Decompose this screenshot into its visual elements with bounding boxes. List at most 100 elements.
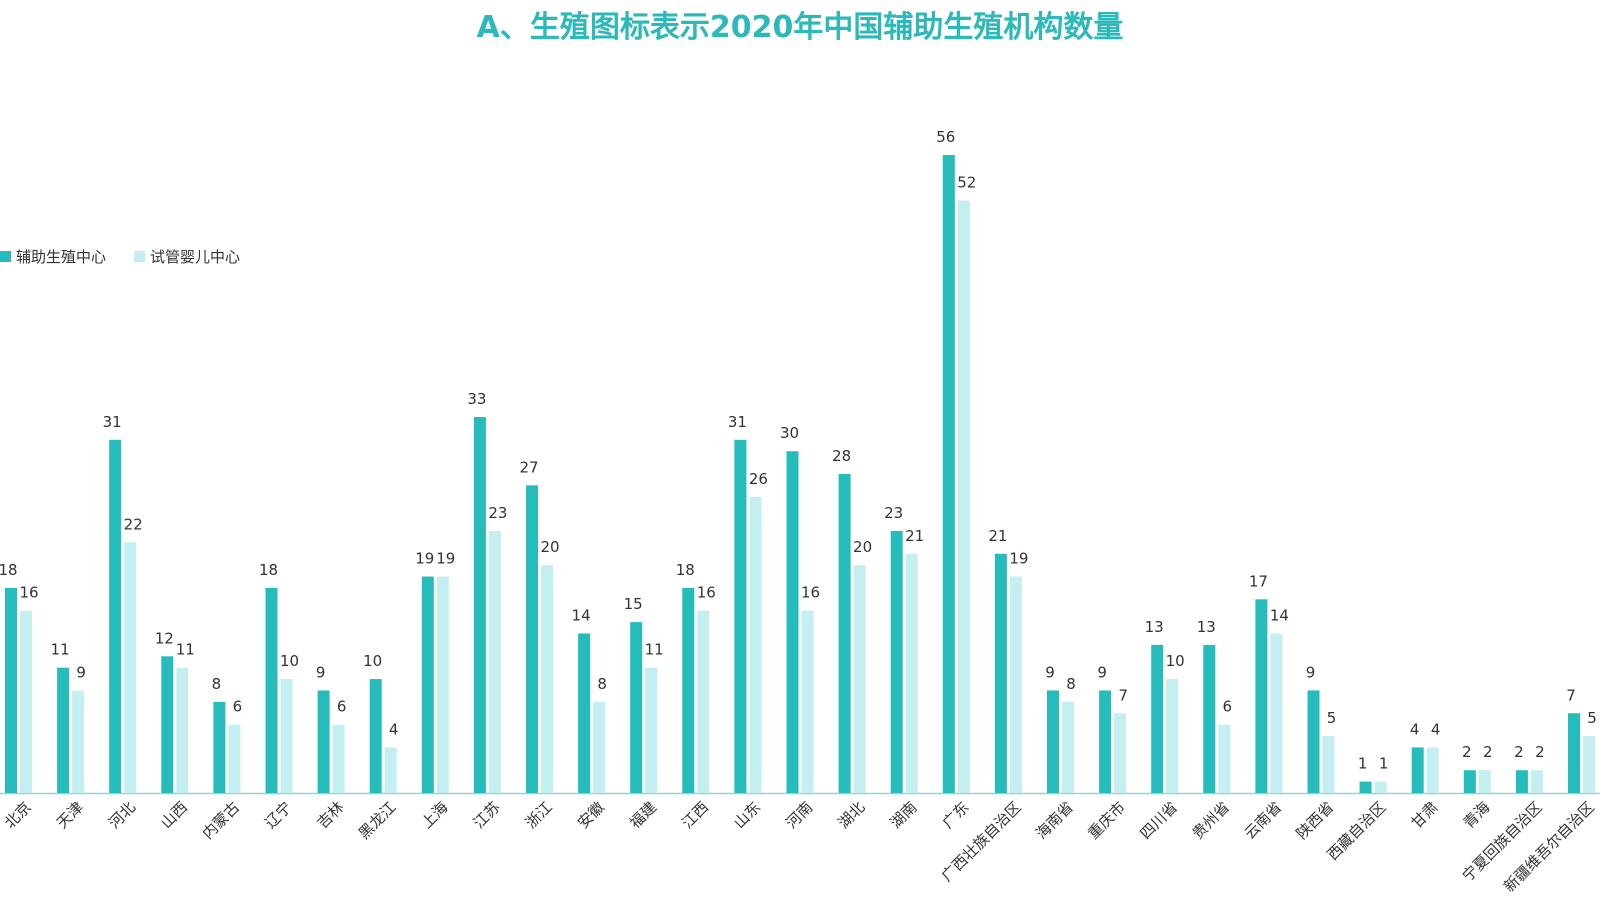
bar-s1-9[interactable] [473, 417, 486, 793]
data-label-s2-1: 9 [76, 663, 86, 681]
bar-s2-30[interactable] [1583, 736, 1595, 793]
data-label-s2-20: 8 [1066, 675, 1076, 693]
x-tick-label-28: 青海 [1460, 798, 1494, 832]
data-label-s1-3: 12 [155, 629, 174, 647]
bar-s1-10[interactable] [526, 485, 538, 793]
bar-s2-8[interactable] [436, 576, 449, 793]
data-label-s1-8: 19 [415, 550, 434, 568]
data-label-s2-23: 6 [1223, 698, 1233, 716]
bar-s1-15[interactable] [786, 451, 799, 793]
x-tick-label-16: 湖北 [834, 798, 868, 832]
bar-s2-13[interactable] [697, 610, 710, 793]
data-label-s1-1: 11 [51, 641, 70, 659]
bar-s1-6[interactable] [317, 690, 330, 793]
bar-s2-16[interactable] [853, 565, 866, 793]
bar-s2-18[interactable] [957, 200, 970, 794]
bar-s2-26[interactable] [1374, 781, 1387, 793]
bar-s1-26[interactable] [1359, 781, 1372, 793]
bar-s2-2[interactable] [124, 542, 137, 793]
bar-s1-5[interactable] [265, 587, 278, 793]
data-label-s2-16: 20 [853, 538, 872, 556]
bar-s2-22[interactable] [1166, 679, 1179, 793]
bar-s1-30[interactable] [1568, 713, 1580, 793]
bar-s1-8[interactable] [421, 576, 434, 793]
bar-s2-7[interactable] [384, 747, 397, 793]
bar-s2-0[interactable] [20, 610, 32, 793]
bar-s1-27[interactable] [1411, 747, 1424, 793]
data-label-s2-0: 16 [19, 584, 38, 602]
bar-s2-1[interactable] [72, 690, 85, 793]
bar-s1-19[interactable] [994, 553, 1007, 793]
data-label-s2-24: 14 [1270, 607, 1289, 625]
legend-swatch-series1 [0, 251, 11, 262]
data-label-s1-20: 9 [1045, 663, 1055, 681]
x-tick-label-14: 山东 [730, 798, 764, 832]
bar-s1-12[interactable] [630, 622, 643, 793]
legend-item-series2[interactable]: 试管婴儿中心 [134, 246, 240, 267]
bar-s1-23[interactable] [1203, 644, 1216, 793]
bar-s2-9[interactable] [488, 530, 501, 793]
bar-s2-23[interactable] [1218, 724, 1231, 793]
data-label-s2-8: 19 [436, 550, 455, 568]
bar-s1-14[interactable] [734, 439, 747, 793]
bar-s1-3[interactable] [161, 656, 174, 793]
bar-s2-3[interactable] [176, 667, 189, 793]
data-label-s1-10: 27 [519, 458, 538, 476]
x-tick-label-20: 海南省 [1032, 798, 1077, 843]
bar-s1-17[interactable] [890, 530, 903, 793]
data-label-s2-25: 5 [1327, 709, 1337, 727]
data-label-s2-7: 4 [389, 720, 399, 738]
x-tick-label-17: 湖南 [887, 798, 921, 832]
bar-s2-27[interactable] [1426, 747, 1439, 793]
bar-s2-10[interactable] [541, 565, 553, 793]
data-label-s2-4: 6 [233, 698, 243, 716]
bar-s2-15[interactable] [801, 610, 814, 793]
bar-s1-20[interactable] [1047, 690, 1059, 793]
x-tick-label-13: 江西 [678, 798, 712, 832]
bar-s1-13[interactable] [682, 587, 695, 793]
bar-s2-25[interactable] [1322, 736, 1335, 793]
data-label-s2-6: 6 [337, 698, 347, 716]
bar-s1-11[interactable] [578, 633, 591, 794]
bar-s1-29[interactable] [1515, 770, 1528, 793]
bar-s2-28[interactable] [1478, 770, 1491, 793]
data-label-s2-27: 4 [1431, 720, 1441, 738]
bar-s2-20[interactable] [1062, 701, 1074, 793]
data-label-s1-17: 23 [884, 504, 903, 522]
data-label-s1-11: 14 [572, 607, 591, 625]
bar-s2-11[interactable] [593, 701, 606, 793]
bar-s2-21[interactable] [1114, 713, 1127, 793]
bar-s2-29[interactable] [1530, 770, 1543, 793]
bar-s1-25[interactable] [1307, 690, 1320, 793]
bar-s1-7[interactable] [369, 679, 382, 793]
data-label-s1-27: 4 [1410, 720, 1420, 738]
bar-s2-24[interactable] [1270, 633, 1283, 794]
bar-s2-17[interactable] [905, 553, 918, 793]
bar-s1-16[interactable] [838, 474, 851, 793]
bar-s1-0[interactable] [5, 587, 17, 793]
bar-s1-24[interactable] [1255, 599, 1268, 793]
legend-item-series1[interactable]: 辅助生殖中心 [0, 246, 106, 267]
x-tick-label-21: 重庆市 [1084, 798, 1129, 843]
legend: 辅助生殖中心 试管婴儿中心 [0, 246, 268, 267]
bar-s2-4[interactable] [228, 724, 241, 793]
bar-s1-1[interactable] [57, 667, 70, 793]
bar-s1-18[interactable] [942, 155, 955, 793]
bar-s1-28[interactable] [1463, 770, 1476, 793]
x-tick-label-5: 辽宁 [261, 798, 295, 832]
data-label-s1-0: 18 [0, 561, 18, 579]
x-tick-label-1: 天津 [53, 798, 87, 832]
data-label-s2-15: 16 [801, 584, 820, 602]
bar-s1-21[interactable] [1099, 690, 1112, 793]
bar-s1-4[interactable] [213, 701, 226, 793]
bar-s2-5[interactable] [280, 679, 293, 793]
legend-swatch-series2 [134, 251, 146, 262]
bar-s2-19[interactable] [1009, 576, 1022, 793]
x-tick-label-27: 甘肃 [1408, 798, 1442, 832]
bar-s1-2[interactable] [109, 439, 122, 793]
bar-s2-14[interactable] [749, 496, 762, 793]
bar-s2-6[interactable] [332, 724, 345, 793]
x-tick-label-23: 贵州省 [1189, 798, 1234, 843]
bar-s2-12[interactable] [645, 667, 658, 793]
bar-s1-22[interactable] [1151, 644, 1164, 793]
